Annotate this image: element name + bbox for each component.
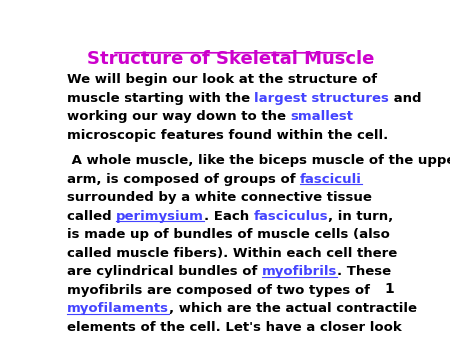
Text: A whole muscle, like the biceps muscle of the upper: A whole muscle, like the biceps muscle o… (67, 154, 450, 167)
Text: microscopic features found within the cell.: microscopic features found within the ce… (67, 128, 388, 142)
Text: We will begin our look at the structure of: We will begin our look at the structure … (67, 73, 377, 86)
Text: . Each: . Each (204, 210, 254, 223)
Text: , in turn,: , in turn, (328, 210, 393, 223)
Text: are cylindrical bundles of: are cylindrical bundles of (67, 265, 262, 278)
Text: is made up of bundles of muscle cells (also: is made up of bundles of muscle cells (a… (67, 228, 390, 241)
Text: arm, is composed of groups of: arm, is composed of groups of (67, 173, 300, 186)
Text: called: called (67, 210, 116, 223)
Text: largest structures: largest structures (254, 92, 389, 104)
Text: elements of the cell. Let's have a closer look: elements of the cell. Let's have a close… (67, 321, 401, 334)
Text: Structure of Skeletal Muscle: Structure of Skeletal Muscle (87, 50, 374, 68)
Text: 1: 1 (385, 282, 395, 296)
Text: fasciculus: fasciculus (254, 210, 328, 223)
Text: working our way down to the: working our way down to the (67, 110, 290, 123)
Text: muscle starting with the: muscle starting with the (67, 92, 254, 104)
Text: , which are the actual contractile: , which are the actual contractile (169, 302, 417, 315)
Text: smallest: smallest (290, 110, 353, 123)
Text: called muscle fibers). Within each cell there: called muscle fibers). Within each cell … (67, 247, 397, 260)
Text: myofilaments: myofilaments (67, 302, 169, 315)
Text: fasciculi: fasciculi (300, 173, 362, 186)
Text: surrounded by a white connective tissue: surrounded by a white connective tissue (67, 191, 372, 204)
Text: and: and (389, 92, 422, 104)
Text: myofibrils: myofibrils (262, 265, 337, 278)
Text: myofibrils are composed of two types of: myofibrils are composed of two types of (67, 284, 370, 297)
Text: . These: . These (337, 265, 391, 278)
Text: perimysium: perimysium (116, 210, 204, 223)
